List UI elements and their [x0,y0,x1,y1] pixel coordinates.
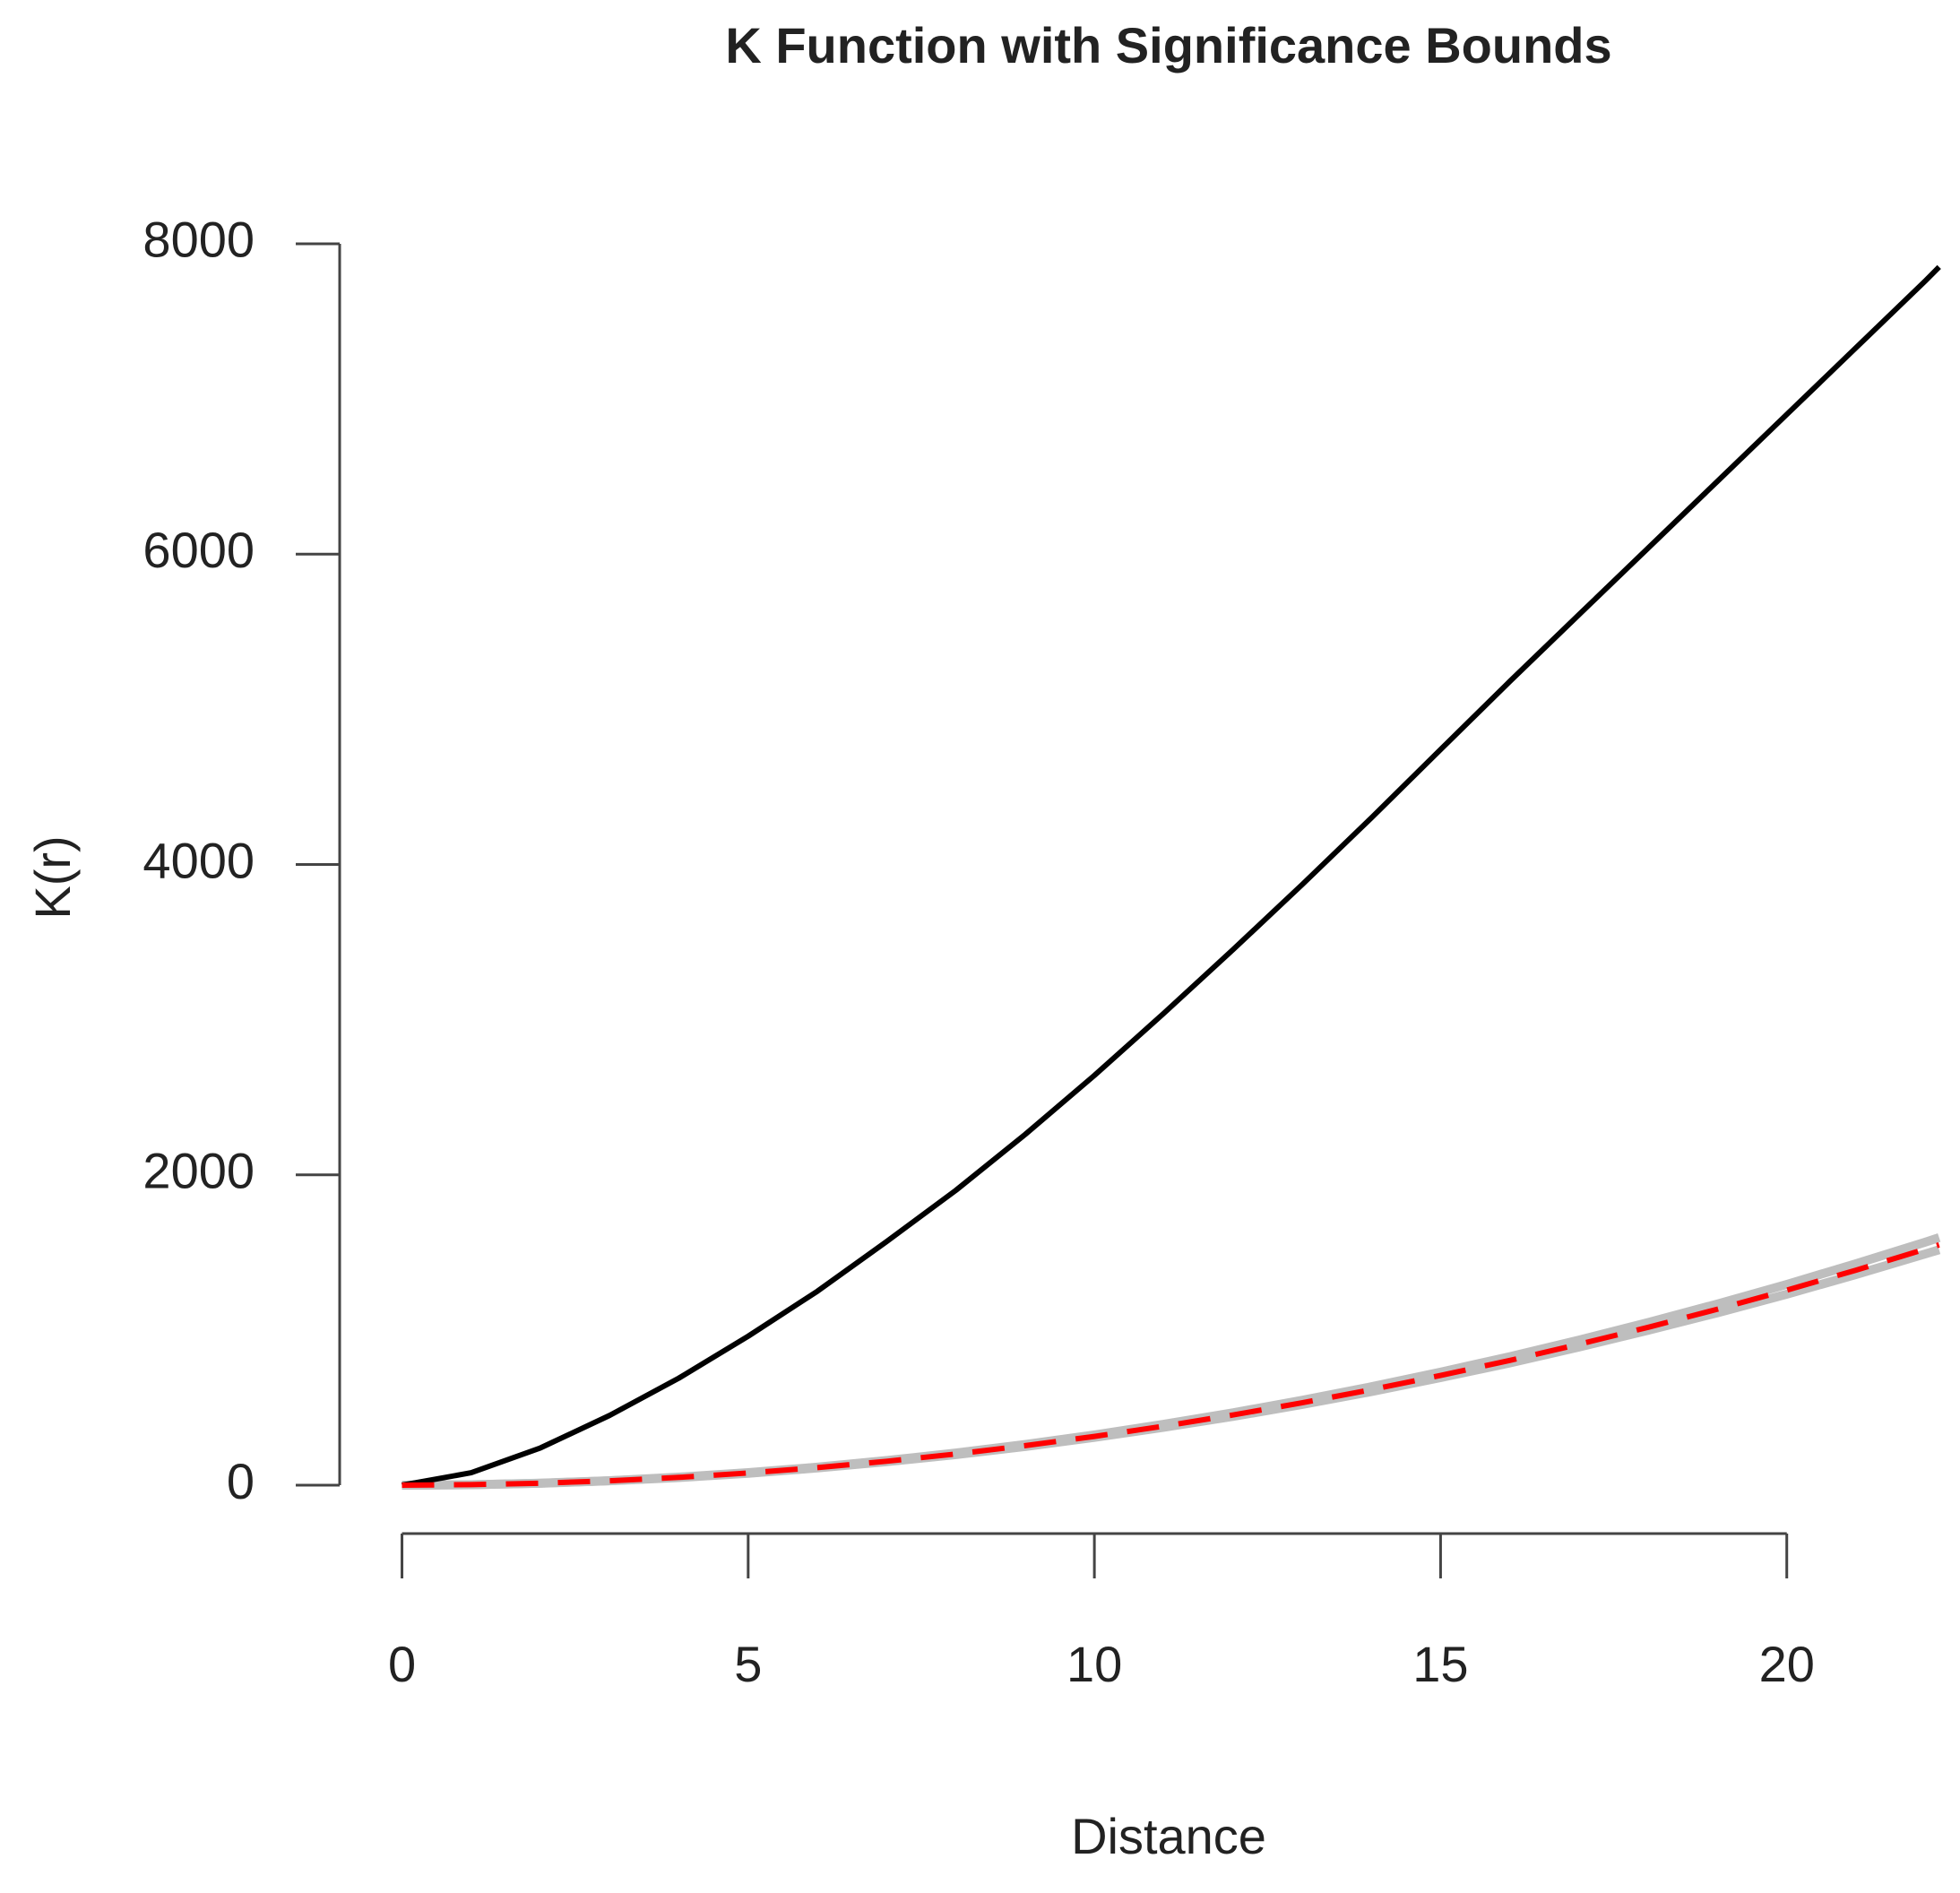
x-tick-label: 10 [1066,1636,1122,1692]
series-line [401,1242,1940,1488]
y-tick-label: 0 [227,1453,255,1509]
y-tick-label: 6000 [142,522,255,578]
y-axis-label: K(r) [24,835,81,919]
x-tick-label: 20 [1759,1636,1815,1692]
series-line [401,264,1941,1488]
x-axis-label: Distance [1071,1808,1266,1864]
chart-title: K Function with Significance Bounds [725,17,1611,73]
y-tick-label: 8000 [142,212,255,268]
y-tick-label: 4000 [142,832,255,888]
x-tick-label: 0 [388,1636,416,1692]
y-tick-label: 2000 [142,1143,255,1199]
x-tick-label: 5 [734,1636,762,1692]
x-tick-label: 15 [1412,1636,1468,1692]
